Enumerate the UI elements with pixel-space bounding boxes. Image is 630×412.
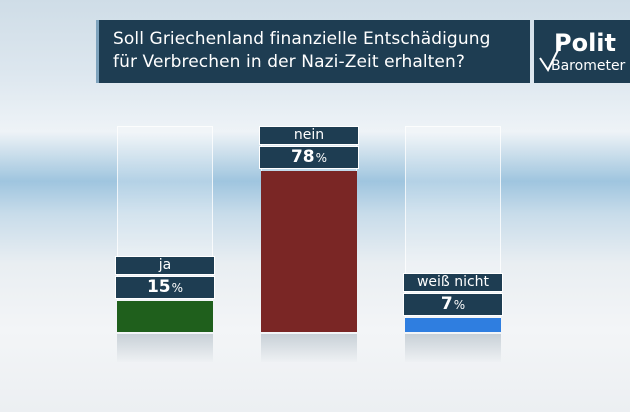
percent-sign: %: [453, 298, 466, 312]
question-line-2: für Verbrechen in der Nazi-Zeit erhalten…: [113, 52, 465, 72]
bar-3: [405, 318, 501, 332]
value-label-3: 7%: [403, 293, 503, 316]
bar-reflection: [261, 334, 357, 362]
question-line-1: Soll Griechenland finanzielle Entschädig…: [113, 29, 491, 49]
bar-reflection: [117, 334, 213, 362]
bar-1: [117, 301, 213, 332]
percent-sign: %: [171, 281, 184, 295]
value-number: 15: [146, 277, 171, 297]
bar-2: [261, 171, 357, 332]
value-label-1: 15%: [115, 276, 215, 299]
category-label-3: weiß nicht: [403, 273, 503, 292]
brand-name-top: Polit: [554, 29, 617, 57]
question-title-panel: Soll Griechenland finanzielle Entschädig…: [96, 20, 530, 83]
bar-reflection: [405, 334, 501, 362]
value-label-2: 78%: [259, 146, 359, 169]
politbarometer-logo: Polit Barometer: [534, 20, 630, 83]
checkmark-logo-icon: [539, 41, 563, 72]
category-label-2: nein: [259, 126, 359, 145]
brand-name-bottom: Barometer: [551, 58, 626, 74]
value-number: 78: [290, 147, 315, 167]
percent-sign: %: [315, 151, 328, 165]
value-number: 7: [440, 294, 453, 314]
category-label-1: ja: [115, 256, 215, 275]
